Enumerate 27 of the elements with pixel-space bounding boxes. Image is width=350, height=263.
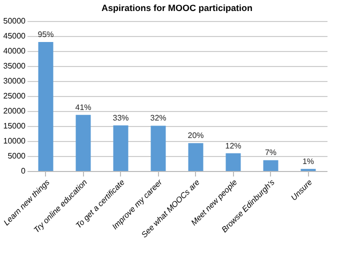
annotation: 20% bbox=[188, 131, 204, 140]
y-tick-label: 25000 bbox=[3, 92, 26, 100]
annotation: 7% bbox=[264, 148, 277, 158]
y-tick-label: 30000 bbox=[3, 76, 26, 86]
y-tick-label: 20000 bbox=[3, 106, 26, 116]
annotation: 32% bbox=[150, 114, 166, 123]
y-tick-label: 15000 bbox=[3, 122, 26, 130]
chart-title: Aspirations for MOOC participation bbox=[101, 3, 253, 13]
y-tick-label: 40000 bbox=[3, 46, 26, 56]
y-tick-label: 45000 bbox=[3, 32, 26, 40]
bar bbox=[76, 114, 91, 171]
y-tick-label: 35000 bbox=[3, 62, 26, 70]
annotation: 1% bbox=[302, 156, 314, 166]
annotation: 95% bbox=[38, 30, 54, 39]
annotation: 41% bbox=[75, 102, 92, 112]
bar bbox=[113, 125, 128, 171]
y-tick-label: 0 bbox=[21, 166, 26, 176]
bar bbox=[263, 160, 278, 171]
y-tick-label: 50000 bbox=[3, 16, 26, 26]
y-tick-label: 5000 bbox=[8, 152, 26, 160]
y-tick-label: 10000 bbox=[3, 136, 26, 146]
annotation: 33% bbox=[112, 113, 129, 122]
bar bbox=[150, 126, 166, 171]
bar bbox=[188, 143, 204, 171]
bar bbox=[38, 42, 54, 171]
annotation: 12% bbox=[225, 141, 242, 150]
bar bbox=[226, 153, 241, 171]
